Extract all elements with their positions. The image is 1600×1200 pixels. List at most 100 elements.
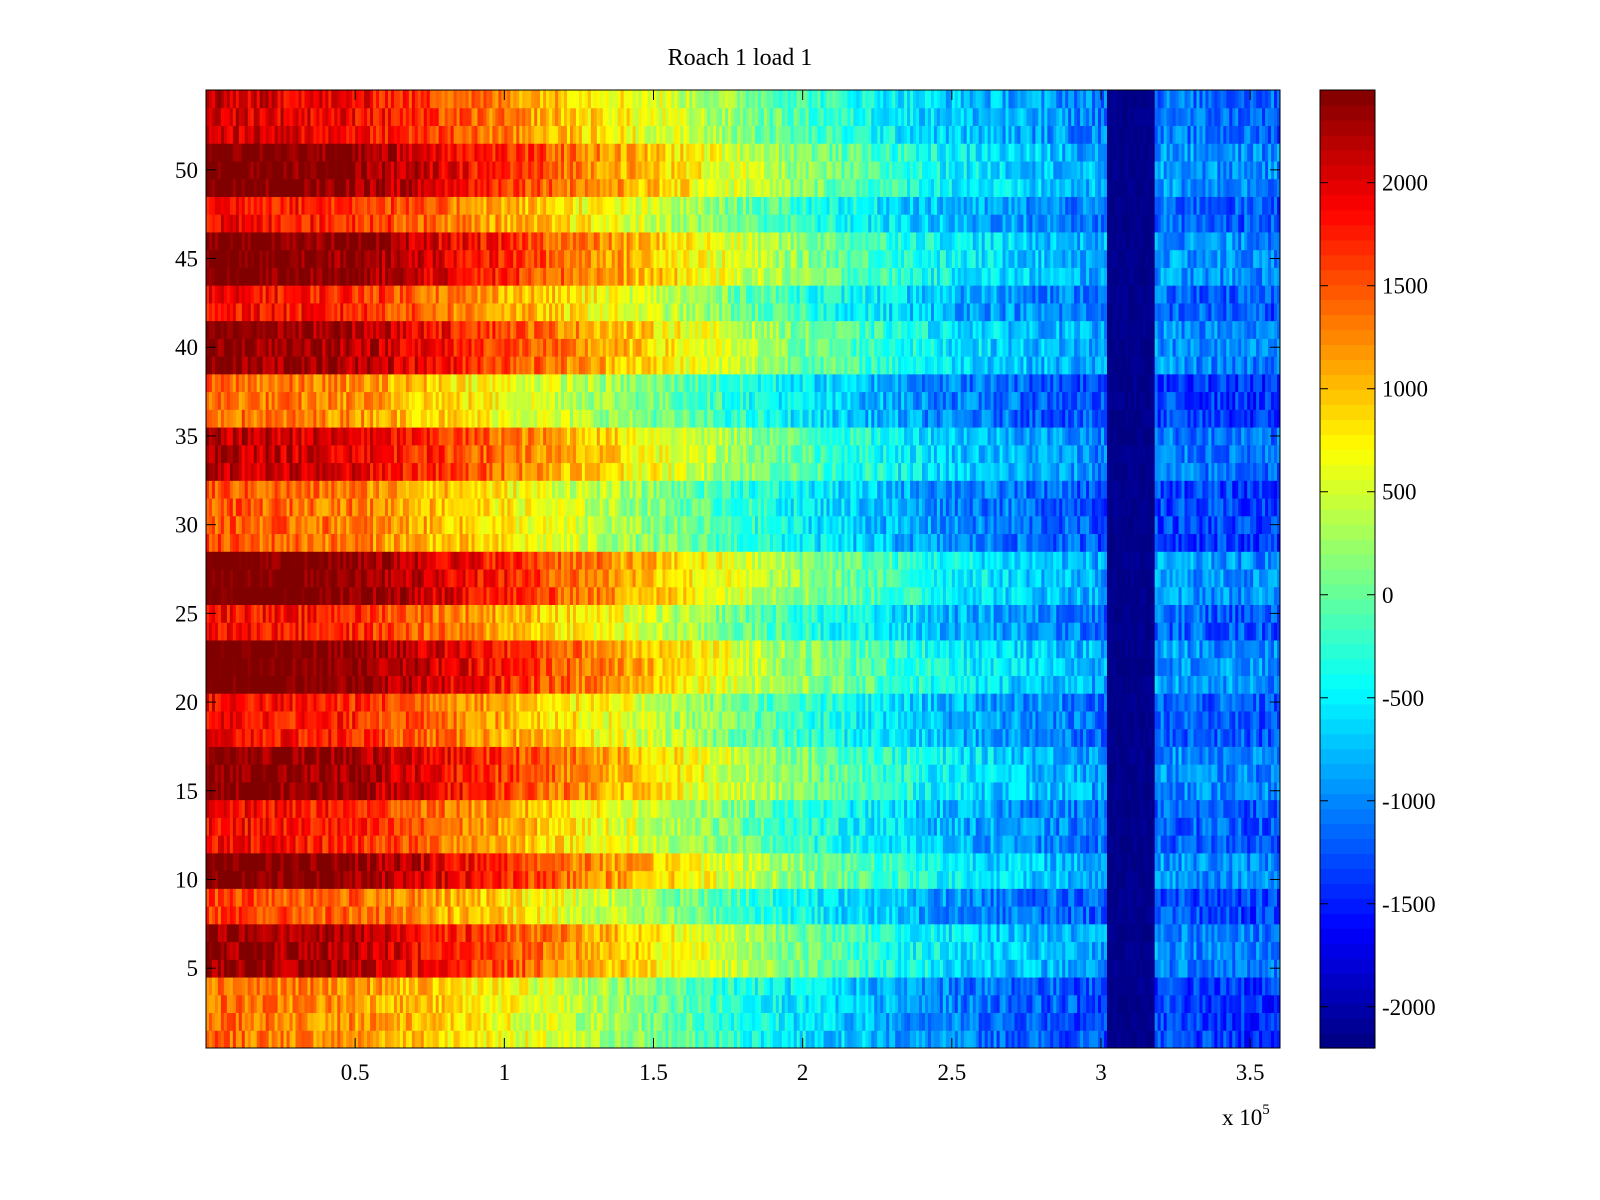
heatmap-cell: [361, 817, 365, 836]
heatmap-cell: [1235, 1030, 1239, 1049]
heatmap-cell: [367, 941, 371, 960]
heatmap-cell: [707, 835, 711, 854]
heatmap-cell: [1062, 959, 1066, 978]
heatmap-cell: [799, 977, 804, 996]
heatmap-cell: [549, 799, 553, 818]
heatmap-cell: [390, 977, 395, 996]
heatmap-cell: [874, 835, 878, 854]
heatmap-cell: [301, 941, 305, 960]
heatmap-cell: [674, 870, 678, 889]
heatmap-cell: [426, 994, 431, 1014]
heatmap-cell: [1056, 923, 1060, 943]
heatmap-cell: [817, 906, 822, 925]
heatmap-cell: [1220, 959, 1224, 978]
heatmap-cell: [874, 1030, 878, 1049]
heatmap-cell: [814, 888, 819, 907]
heatmap-cell: [751, 1030, 756, 1049]
heatmap-cell: [599, 817, 604, 836]
heatmap-cell: [653, 799, 657, 818]
heatmap-cell: [948, 1030, 953, 1049]
heatmap-cell: [301, 799, 305, 818]
heatmap-cell: [319, 941, 323, 960]
heatmap-cell: [677, 941, 681, 960]
heatmap-cell: [701, 852, 705, 872]
heatmap-cell: [396, 1012, 401, 1031]
heatmap-cell: [1268, 817, 1272, 836]
heatmap-cell: [838, 1030, 842, 1049]
heatmap-cell: [1017, 959, 1021, 978]
heatmap-cell: [1056, 870, 1060, 889]
heatmap-cell: [1160, 959, 1165, 978]
heatmap-cell: [313, 888, 317, 907]
heatmap-cell: [1092, 977, 1096, 996]
heatmap-cell: [584, 888, 589, 907]
heatmap-cell: [513, 941, 517, 960]
heatmap-cell: [1127, 994, 1132, 1014]
heatmap-cell: [936, 1012, 941, 1031]
heatmap-cell: [528, 977, 532, 996]
heatmap-cell: [423, 994, 428, 1014]
heatmap-cell: [540, 977, 544, 996]
heatmap-cell: [459, 799, 464, 818]
heatmap-cell: [954, 906, 959, 925]
heatmap-cell: [399, 888, 404, 907]
heatmap-cell: [1005, 799, 1010, 818]
heatmap-cell: [358, 888, 362, 907]
heatmap-cell: [328, 959, 332, 978]
heatmap-cell: [757, 817, 762, 836]
heatmap-cell: [1232, 977, 1236, 996]
heatmap-cell: [832, 1012, 836, 1031]
heatmap-cell: [832, 835, 836, 854]
heatmap-cell: [501, 835, 505, 854]
heatmap-cell: [546, 870, 550, 889]
heatmap-cell: [960, 870, 965, 889]
heatmap-cell: [486, 941, 490, 960]
heatmap-cell: [877, 994, 881, 1014]
heatmap-cell: [838, 888, 842, 907]
heatmap-cell: [390, 799, 395, 818]
heatmap-cell: [772, 977, 777, 996]
heatmap-cell: [910, 977, 914, 996]
heatmap-cell: [632, 959, 637, 978]
heatmap-cell: [340, 888, 344, 907]
heatmap-cell: [456, 835, 461, 854]
heatmap-cell: [913, 906, 917, 925]
heatmap-cell: [865, 817, 869, 836]
heatmap-cell: [877, 799, 881, 818]
heatmap-cell: [1139, 941, 1144, 960]
heatmap-cell: [966, 888, 971, 907]
heatmap-cell: [984, 835, 989, 854]
heatmap-cell: [716, 1012, 720, 1031]
heatmap-cell: [743, 941, 747, 960]
heatmap-cell: [877, 959, 881, 978]
heatmap-cell: [507, 888, 511, 907]
heatmap-cell: [916, 852, 920, 872]
heatmap-cell: [301, 906, 305, 925]
heatmap-cell: [564, 941, 568, 960]
heatmap-cell: [886, 959, 890, 978]
heatmap-cell: [611, 1030, 616, 1049]
heatmap-cell: [310, 959, 314, 978]
heatmap-cell: [1232, 835, 1236, 854]
heatmap-cell: [695, 941, 699, 960]
heatmap-cell: [829, 923, 833, 943]
heatmap-cell: [423, 870, 428, 889]
heatmap-cell: [933, 1012, 938, 1031]
heatmap-cell: [1223, 1012, 1227, 1031]
heatmap-cell: [916, 870, 920, 889]
heatmap-cell: [1059, 1012, 1063, 1031]
heatmap-cell: [1208, 888, 1212, 907]
heatmap-cell: [608, 852, 613, 872]
heatmap-cell: [513, 1012, 517, 1031]
heatmap-cell: [748, 994, 753, 1014]
heatmap-cell: [1142, 817, 1147, 836]
heatmap-cell: [966, 870, 971, 889]
heatmap-cell: [907, 1012, 911, 1031]
heatmap-cell: [471, 1030, 475, 1049]
heatmap-cell: [587, 1030, 592, 1049]
heatmap-cell: [519, 817, 523, 836]
heatmap-cell: [361, 994, 365, 1014]
heatmap-cell: [1265, 994, 1269, 1014]
heatmap-cell: [1211, 923, 1215, 943]
heatmap-cell: [904, 941, 908, 960]
